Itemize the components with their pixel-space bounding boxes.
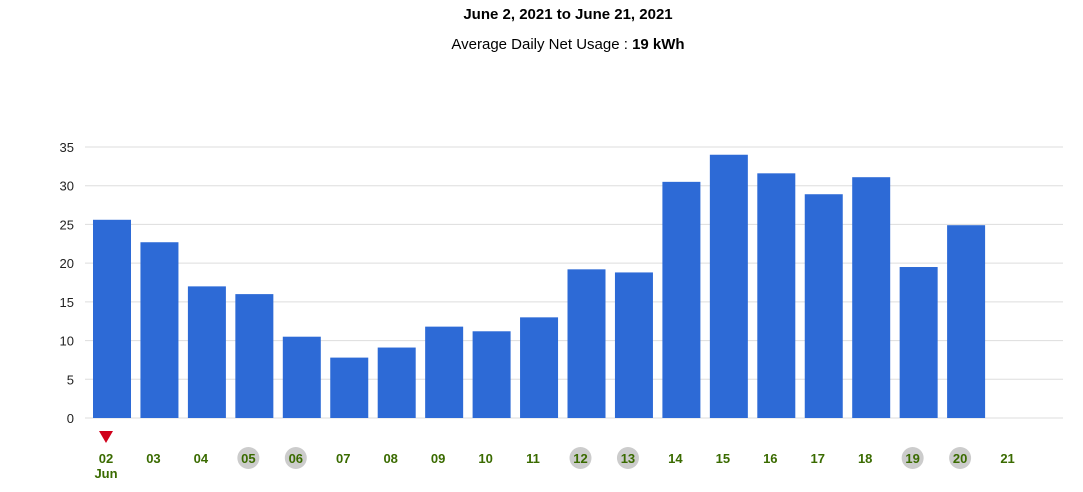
bar-04 <box>187 286 226 418</box>
bar-12 <box>567 269 606 418</box>
bar-06 <box>282 336 321 418</box>
x-tick-label: 07 <box>336 451 350 466</box>
bar-13 <box>614 272 653 418</box>
bar-07 <box>330 357 369 418</box>
bar-03 <box>140 242 179 418</box>
chart-subtitle: Average Daily Net Usage : 19 kWh <box>0 36 1083 53</box>
x-tick-label: 10 <box>478 451 492 466</box>
bar-17 <box>804 194 843 418</box>
y-tick-label: 15 <box>60 295 74 310</box>
x-tick-label: 05 <box>241 451 255 466</box>
y-tick-label: 30 <box>60 179 74 194</box>
bar-02 <box>93 219 131 418</box>
x-tick-label: 21 <box>1000 451 1014 466</box>
bar-09 <box>425 326 464 418</box>
y-tick-label: 0 <box>67 411 74 426</box>
bar-11 <box>520 317 559 418</box>
subtitle-value: 19 kWh <box>632 36 685 53</box>
x-tick-label: 15 <box>716 451 730 466</box>
bar-08 <box>377 347 416 418</box>
bar-19 <box>899 267 938 418</box>
x-tick-label: 17 <box>811 451 825 466</box>
weekend-circle <box>949 447 972 469</box>
x-tick-label: 09 <box>431 451 445 466</box>
subtitle-label: Average Daily Net Usage : <box>451 36 633 53</box>
x-tick-label: 16 <box>763 451 777 466</box>
x-tick-label: 08 <box>383 451 397 466</box>
x-tick-label: 20 <box>953 451 967 466</box>
x-tick-label: 12 <box>573 451 587 466</box>
x-tick-label: 02 <box>99 451 113 466</box>
selected-day-marker-icon <box>99 431 113 443</box>
weekend-circle <box>616 447 639 469</box>
weekend-circle <box>237 447 260 469</box>
x-tick-label: 14 <box>668 451 683 466</box>
x-tick-label: 13 <box>621 451 635 466</box>
x-tick-label: 03 <box>146 451 160 466</box>
y-tick-label: 35 <box>60 140 74 155</box>
bar-10 <box>472 331 511 418</box>
weekend-circle <box>569 447 592 469</box>
bar-15 <box>709 154 748 418</box>
x-tick-label: 06 <box>289 451 303 466</box>
x-tick-label: 11 <box>526 451 540 466</box>
bar-05 <box>235 294 274 418</box>
bar-16 <box>757 173 796 418</box>
bar-20 <box>947 225 986 418</box>
y-tick-label: 20 <box>60 256 74 271</box>
chart-title: June 2, 2021 to June 21, 2021 <box>463 6 673 23</box>
y-tick-label: 10 <box>60 334 74 349</box>
y-tick-label: 5 <box>67 372 74 387</box>
y-tick-label: 25 <box>60 217 74 232</box>
month-label: Jun <box>94 466 117 481</box>
bar-14 <box>662 181 701 418</box>
x-tick-label: 19 <box>905 451 919 466</box>
x-tick-label: 04 <box>194 451 209 466</box>
x-tick-label: 18 <box>858 451 872 466</box>
bar-18 <box>852 177 891 418</box>
weekend-circle <box>284 447 307 469</box>
weekend-circle <box>901 447 924 469</box>
